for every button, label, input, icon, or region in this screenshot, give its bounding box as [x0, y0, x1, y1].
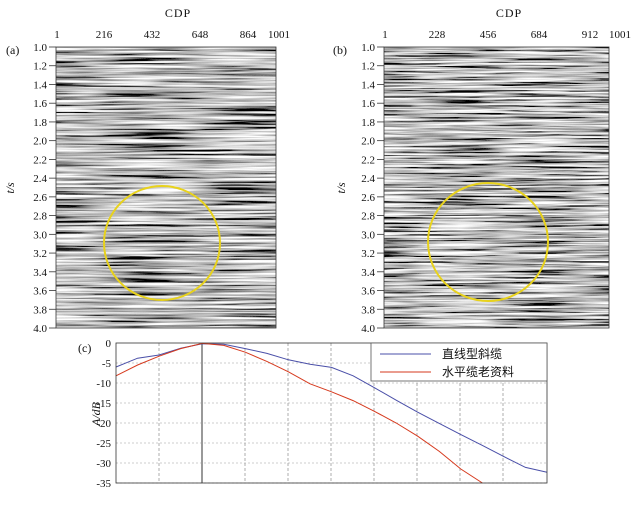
panel-a-ytick-1: 1.2: [33, 61, 47, 73]
panel-b-xtick-0: 1: [382, 29, 388, 41]
panel-a-xtick-3: 648: [192, 29, 209, 41]
panel-b-x-ticks: 1 228 456 684 912 1001: [382, 29, 631, 41]
panel-a-xtick-5: 1001: [268, 29, 290, 41]
panel-a-ytick-3: 1.6: [33, 98, 47, 110]
panel-c-ytick-6: -30: [96, 458, 111, 470]
panel-b-label: (b): [333, 43, 347, 57]
panel-b-ytick-3: 1.6: [361, 98, 375, 110]
panel-a-y-title: t/s: [3, 182, 17, 194]
panel-c-ytick-3: -15: [96, 398, 111, 410]
panel-a-xtick-4: 864: [240, 29, 257, 41]
panel-b-ytick-7: 2.4: [361, 173, 375, 185]
panel-b-ytick-12: 3.4: [361, 267, 375, 279]
panel-a-ytick-4: 1.8: [33, 117, 47, 129]
panel-b-xtick-3: 684: [531, 29, 548, 41]
panel-b-xtick-4: 912: [582, 29, 599, 41]
panel-a-x-ticks: 1 216 432 648 864 1001: [54, 29, 290, 41]
panel-b-ytick-14: 3.8: [361, 304, 375, 316]
panel-a-ytick-12: 3.4: [33, 267, 47, 279]
panel-a-anomaly-circle: [103, 185, 221, 301]
panel-b-ytick-9: 2.8: [361, 211, 375, 223]
panel-b-ytick-11: 3.2: [361, 248, 375, 260]
panel-c-frame: [115, 342, 548, 484]
panel-c-ytick-4: -20: [96, 418, 111, 430]
panel-a-label: (a): [6, 43, 19, 57]
panel-a-xtick-0: 1: [54, 29, 60, 41]
panel-c-ytick-1: -5: [102, 358, 112, 370]
panel-a-frame: [55, 46, 277, 329]
panel-b-ytick-4: 1.8: [361, 117, 375, 129]
panel-a-ytick-0: 1.0: [33, 42, 47, 54]
panel-a-xtick-2: 432: [144, 29, 161, 41]
panel-c-ytick-7: -35: [96, 478, 111, 490]
panel-b-frame: [383, 46, 610, 329]
panel-c-ytick-5: -25: [96, 438, 111, 450]
panel-a-y-ticks: 1.0 1.2 1.4 1.6 1.8 2.0 2.2 2.4 2.6 2.8 3.0 3.2 3.4 3…: [33, 42, 56, 335]
series-line-1: [115, 342, 483, 484]
panel-c-grid: [116, 343, 547, 484]
panel-a-ytick-15: 4.0: [33, 323, 47, 335]
panel-b-anomaly-circle: [427, 182, 549, 302]
panel-a-ytick-8: 2.6: [33, 192, 47, 204]
panel-a-ytick-14: 3.8: [33, 304, 47, 316]
panel-b-ytick-10: 3.0: [361, 229, 375, 241]
panel-a-ytick-7: 2.4: [33, 173, 47, 185]
panel-c-ytick-0: 0: [106, 338, 112, 350]
panel-a-ytick-13: 3.6: [33, 286, 47, 298]
panel-c-series: [115, 342, 548, 484]
panel-c-label: (c): [78, 341, 91, 355]
panel-b-ytick-8: 2.6: [361, 192, 375, 204]
panel-a-xtick-1: 216: [96, 29, 113, 41]
panel-b-y-title: t/s: [334, 182, 348, 194]
panel-b-ytick-15: 4.0: [361, 323, 375, 335]
panel-c-legend: 直线型斜缆 水平缆老资料: [370, 342, 548, 382]
panel-a-ytick-5: 2.0: [33, 136, 47, 148]
panel-b-xtick-1: 228: [429, 29, 446, 41]
panel-b-ytick-0: 1.0: [361, 42, 375, 54]
panel-b-seismic-section: [384, 47, 609, 328]
panel-b-ytick-1: 1.2: [361, 61, 375, 73]
panel-c-y-ticks: 0 -5 -10 -15 -20 -25 -30 -35: [96, 338, 111, 490]
panel-b-xtick-5: 1001: [609, 29, 631, 41]
panel-c-y-title: A/dB: [89, 401, 103, 427]
panel-a-ytick-2: 1.4: [33, 79, 47, 91]
panel-c-ytick-2: -10: [96, 378, 111, 390]
panel-c: (c) A/dB 0 -5 -10 -15 -20 -25 -30 -35 直线型斜缆 水平缆…: [78, 338, 548, 490]
panel-a-ytick-9: 2.8: [33, 211, 47, 223]
legend-label-1: 水平缆老资料: [442, 365, 514, 379]
panel-b-xtick-2: 456: [480, 29, 497, 41]
legend-label-0: 直线型斜缆: [442, 347, 502, 361]
panel-b-ytick-13: 3.6: [361, 286, 375, 298]
panel-a-ytick-6: 2.2: [33, 154, 47, 166]
panel-a: (a) CDP 1 216 432 648 864 1001 t/s 1.01.…: [3, 6, 290, 335]
panel-b-ytick-5: 2.0: [361, 136, 375, 148]
legend-box: [370, 342, 548, 382]
panel-b-ytick-6: 2.2: [361, 154, 375, 166]
panel-b-ytick-2: 1.4: [361, 79, 375, 91]
panel-a-seismic-section: [56, 47, 276, 328]
panel-b-y-ticks: 1.0 1.2 1.4 1.6 1.8 2.0 2.2 2.4 2.6 2.8 3.0 3.2 3.4 3…: [361, 42, 384, 335]
panel-a-ytick-11: 3.2: [33, 248, 47, 260]
panel-a-ytick-10: 3.0: [33, 229, 47, 241]
panel-b-x-title: CDP: [496, 6, 522, 20]
panel-b: (b) CDP 1 228 456 684 912 1001 t/s 1.01.…: [333, 6, 631, 335]
panel-a-x-title: CDP: [165, 6, 191, 20]
